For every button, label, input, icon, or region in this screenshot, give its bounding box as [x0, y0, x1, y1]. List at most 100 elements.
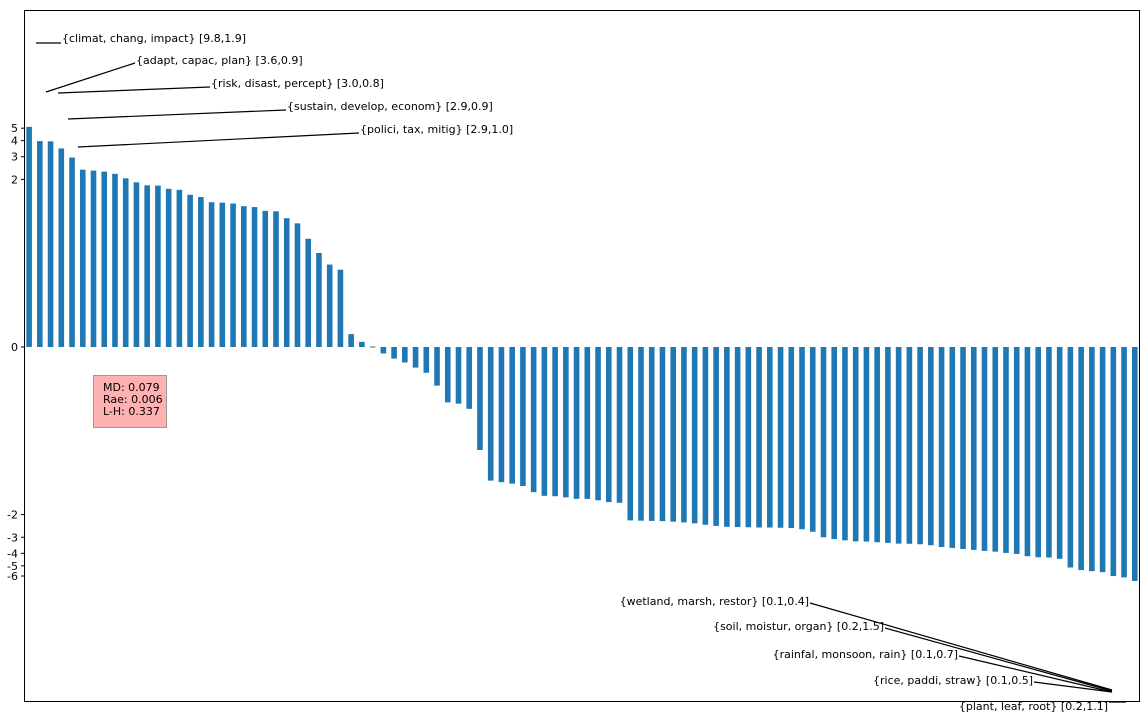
annotation-label: {risk, disast, percept} [3.0,0.8]: [211, 77, 384, 90]
bar: [326, 264, 333, 347]
bar: [1046, 347, 1052, 558]
bar: [520, 347, 526, 486]
bar: [316, 252, 322, 347]
bar: [165, 188, 172, 347]
y-tick-label: 4: [11, 135, 18, 148]
bar: [573, 347, 580, 499]
bar: [938, 347, 945, 547]
bar: [1003, 347, 1009, 553]
bar: [294, 223, 301, 347]
bar: [509, 347, 515, 484]
bars-group: [26, 126, 1138, 581]
y-tick-label: -5: [7, 560, 18, 573]
bar: [799, 347, 805, 530]
bar: [133, 182, 140, 347]
bar: [702, 347, 709, 525]
bar: [391, 347, 397, 359]
bar: [412, 347, 419, 368]
bar: [745, 347, 752, 528]
bar: [273, 211, 279, 347]
bar: [208, 202, 215, 347]
bar: [960, 347, 966, 549]
annotation-leader: [77, 132, 360, 148]
bar: [563, 347, 569, 498]
bar: [1024, 347, 1031, 557]
bar: [541, 347, 548, 496]
bar: [552, 347, 558, 497]
bar: [981, 347, 988, 551]
stats-rae: Rae: 0.006: [103, 393, 163, 406]
stats-box: MD: 0.079 Rae: 0.006 L-H: 0.337: [93, 375, 167, 428]
bar: [970, 347, 977, 550]
bar: [47, 141, 54, 347]
bar: [359, 341, 365, 347]
bar: [777, 347, 784, 528]
annotation-leader: [45, 62, 136, 93]
bar: [37, 141, 43, 347]
annotations-group: {climat, chang, impact} [9.8,1.9] {adapt,…: [36, 32, 1126, 713]
bar: [1099, 347, 1106, 573]
bar: [337, 269, 344, 347]
y-axis: 54 3 2 0 -2 -3 -4-5-6: [7, 122, 25, 583]
bar: [219, 202, 226, 347]
bar: [1067, 347, 1074, 568]
bar: [369, 346, 376, 348]
bar: [734, 347, 741, 528]
bar: [616, 347, 623, 503]
bar: [906, 347, 913, 544]
stats-lh: L-H: 0.337: [103, 405, 160, 418]
bar: [627, 347, 634, 521]
annotation-label: {sustain, develop, econom} [2.9,0.9]: [287, 100, 493, 113]
bar: [466, 347, 473, 409]
bar: [530, 347, 537, 493]
bar: [498, 347, 505, 483]
bar: [724, 347, 730, 527]
bar: [863, 347, 870, 542]
bar: [198, 197, 204, 347]
bar: [402, 347, 408, 363]
annotation-label: {climat, chang, impact} [9.8,1.9]: [62, 32, 246, 45]
bar: [1056, 347, 1063, 559]
bar: [1132, 347, 1138, 581]
bar: [69, 157, 75, 347]
bar: [885, 347, 891, 543]
bar: [176, 189, 183, 347]
y-tick-label: -6: [7, 570, 18, 583]
bar: [713, 347, 719, 526]
annotation-leader: [958, 655, 1113, 693]
annotation-label: {polici, tax, mitig} [2.9,1.0]: [360, 123, 513, 136]
annotation-label: {soil, moistur, organ} [0.2,1.5]: [713, 620, 884, 633]
bar: [809, 347, 816, 532]
bar: [434, 347, 440, 386]
bar: [584, 347, 591, 499]
annotation-leader: [57, 86, 211, 94]
bar: [1013, 347, 1020, 554]
bar: [26, 126, 32, 347]
bar: [852, 347, 859, 542]
y-tick-label: 2: [11, 173, 18, 186]
bar: [305, 238, 312, 347]
bar: [348, 334, 354, 347]
bar: [820, 347, 827, 538]
bar: [949, 347, 956, 548]
y-tick-label: -4: [7, 547, 18, 560]
bar: [895, 347, 902, 544]
y-tick-label: -3: [7, 531, 18, 544]
y-tick-label: 3: [11, 151, 18, 164]
bar: [605, 347, 612, 503]
y-tick-label: 5: [11, 122, 18, 135]
bar: [444, 347, 451, 403]
bar: [1089, 347, 1095, 572]
y-tick-label: -2: [7, 509, 18, 522]
bar: [1035, 347, 1041, 558]
bar: [477, 347, 483, 451]
bar: [58, 148, 65, 347]
annotation-label: {rainfal, monsoon, rain} [0.1,0.7]: [773, 648, 958, 661]
bar: [1078, 347, 1084, 571]
bar: [144, 185, 150, 347]
bar: [788, 347, 795, 528]
annotation-label: {wetland, marsh, restor} [0.1,0.4]: [620, 595, 809, 608]
bar: [767, 347, 773, 528]
bar: [992, 347, 999, 552]
bar: [423, 347, 430, 373]
